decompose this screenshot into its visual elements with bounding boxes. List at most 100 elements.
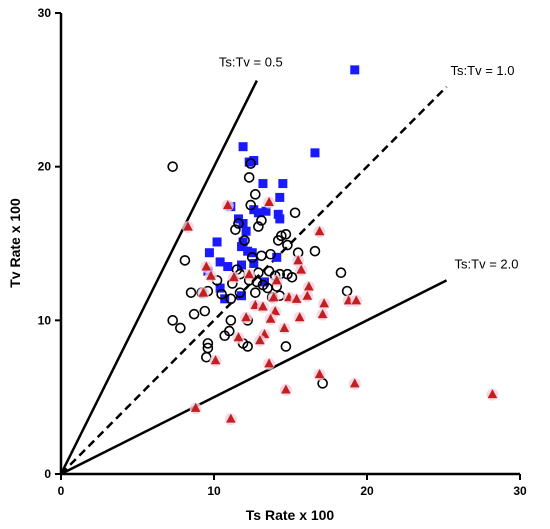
data-point-square bbox=[350, 65, 360, 75]
x-tick-label: 0 bbox=[58, 484, 65, 498]
data-point-circle bbox=[185, 287, 197, 298]
y-axis-label: Tv Rate x 100 bbox=[7, 198, 23, 288]
data-point-triangle bbox=[226, 413, 236, 423]
data-point-square bbox=[238, 142, 248, 152]
data-point-square bbox=[241, 226, 251, 236]
data-point-triangle bbox=[264, 197, 274, 207]
data-point-square bbox=[237, 260, 247, 270]
data-point-square bbox=[215, 257, 225, 267]
x-axis-label: Ts Rate x 100 bbox=[246, 507, 335, 523]
data-point-square bbox=[220, 294, 230, 304]
data-point-circle bbox=[242, 341, 253, 352]
data-point-circle bbox=[175, 322, 186, 334]
data-point-square bbox=[278, 179, 288, 189]
x-tick-label: 20 bbox=[360, 484, 374, 498]
data-point-circle bbox=[233, 218, 244, 229]
data-point-triangle bbox=[319, 298, 329, 308]
data-point-triangle bbox=[270, 306, 280, 316]
data-point-circle bbox=[234, 287, 246, 298]
y-tick-label: 20 bbox=[38, 160, 52, 174]
data-point-triangle bbox=[265, 313, 276, 323]
data-point-square bbox=[243, 246, 253, 256]
data-point-triangle bbox=[279, 323, 290, 333]
data-point-circle bbox=[263, 265, 275, 277]
data-point-triangle bbox=[268, 292, 279, 302]
data-point-triangle bbox=[233, 332, 244, 342]
data-point-circle bbox=[201, 351, 212, 363]
data-point-triangle bbox=[241, 312, 251, 322]
data-point-square bbox=[275, 214, 285, 224]
data-point-circle bbox=[250, 189, 261, 200]
data-point-circle bbox=[225, 293, 237, 305]
data-point-triangle bbox=[201, 261, 212, 271]
x-tick-label: 10 bbox=[207, 484, 221, 498]
data-point-square bbox=[253, 208, 263, 218]
data-point-square bbox=[237, 242, 247, 252]
data-point-triangle bbox=[264, 358, 274, 368]
data-point-triangle bbox=[294, 312, 305, 322]
data-point-triangle bbox=[304, 281, 314, 291]
data-point-triangle bbox=[198, 287, 209, 297]
data-point-square bbox=[249, 258, 259, 268]
data-point-circle bbox=[188, 308, 200, 320]
data-point-square bbox=[204, 248, 214, 258]
data-point-square bbox=[310, 148, 320, 158]
data-point-triangle bbox=[314, 369, 325, 379]
data-point-circle bbox=[280, 228, 292, 240]
data-point-triangle bbox=[229, 272, 239, 282]
data-point-triangle bbox=[349, 378, 360, 388]
data-point-circle bbox=[251, 276, 263, 288]
data-point-square bbox=[258, 179, 268, 189]
data-point-circle bbox=[256, 215, 267, 226]
data-point-circle bbox=[246, 252, 258, 263]
data-point-square bbox=[259, 277, 269, 287]
data-point-square bbox=[261, 206, 271, 216]
data-point-triangle bbox=[206, 270, 216, 280]
data-point-square bbox=[244, 157, 254, 167]
data-point-triangle bbox=[302, 290, 313, 300]
data-point-square bbox=[272, 252, 282, 262]
data-point-circle bbox=[202, 338, 214, 349]
reference-line bbox=[59, 80, 258, 475]
data-point-triangle bbox=[487, 389, 498, 399]
data-point-triangle bbox=[183, 221, 193, 231]
data-point-circle bbox=[216, 288, 227, 300]
data-point-circle bbox=[167, 161, 178, 172]
data-point-triangle bbox=[244, 269, 254, 279]
data-point-circle bbox=[309, 245, 321, 257]
data-point-circle bbox=[256, 250, 267, 262]
data-point-triangle bbox=[210, 355, 221, 365]
data-point-square bbox=[238, 237, 248, 247]
x-tick-label: 30 bbox=[513, 484, 527, 498]
data-point-triangle bbox=[190, 402, 201, 412]
reference-line-label: Ts:Tv = 1.0 bbox=[451, 63, 515, 78]
data-point-circle bbox=[289, 207, 301, 219]
data-point-triangle bbox=[291, 293, 302, 303]
data-point-circle bbox=[272, 235, 284, 246]
data-point-triangle bbox=[314, 226, 325, 236]
data-point-circle bbox=[250, 287, 261, 298]
plot-area: Ts:Tv = 0.5 Ts:Tv = 1.0 Ts:Tv = 2.0 bbox=[59, 55, 519, 476]
data-point-circle bbox=[245, 199, 257, 211]
data-point-square bbox=[273, 209, 283, 219]
data-point-triangle bbox=[293, 255, 303, 265]
data-point-circle bbox=[253, 221, 264, 232]
data-point-circle bbox=[230, 224, 241, 235]
y-tick-label: 30 bbox=[38, 6, 52, 20]
y-tick-label: 0 bbox=[44, 467, 51, 481]
data-point-circle bbox=[219, 330, 231, 342]
reference-line-label: Ts:Tv = 0.5 bbox=[219, 55, 283, 70]
data-point-circle bbox=[179, 255, 191, 266]
data-point-circle bbox=[167, 315, 178, 326]
data-point-triangle bbox=[317, 309, 328, 319]
data-point-square bbox=[249, 205, 259, 215]
data-point-square bbox=[237, 291, 247, 301]
data-point-triangle bbox=[271, 275, 282, 285]
data-point-triangle bbox=[222, 200, 233, 210]
data-point-circle bbox=[243, 172, 255, 183]
data-point-triangle bbox=[296, 264, 307, 274]
reference-line bbox=[60, 279, 448, 476]
data-point-triangle bbox=[281, 384, 291, 394]
data-point-square bbox=[223, 262, 233, 272]
